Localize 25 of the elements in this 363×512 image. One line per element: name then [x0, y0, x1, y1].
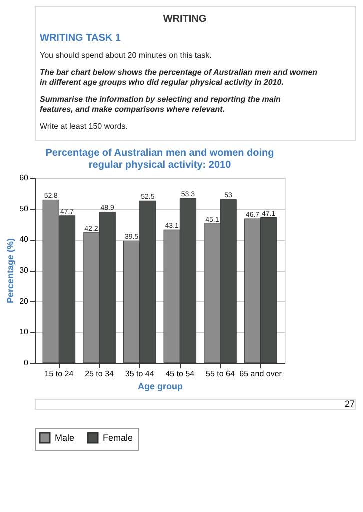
- y-tick-label: 40: [20, 235, 30, 244]
- y-tick-label: 50: [20, 204, 30, 214]
- text: 27: [344, 399, 355, 409]
- x-tick-label: 25 to 34: [85, 370, 115, 378]
- text: The bar chart below shows the percentage of Australian men and women in different age groups who did regular physical activity in 2010.: [40, 68, 318, 87]
- y-tick-label: 20: [20, 296, 30, 306]
- text: WRITING: [163, 14, 207, 25]
- chart-title: Percentage of Australian men and women doing regular physical activity: 2010: [46, 148, 274, 171]
- legend-label: Female: [103, 433, 134, 443]
- x-axis-title: Age group: [138, 382, 184, 392]
- x-tick-label: 55 to 64: [206, 370, 236, 378]
- x-tick-label: 45 to 54: [166, 370, 196, 378]
- text: Summarise the information by selecting and reporting the main features, and make comparisons where relevant.: [40, 95, 282, 114]
- y-tick-label: 30: [20, 266, 30, 275]
- x-tick-label: 35 to 44: [125, 370, 155, 378]
- y-tick-label: 0: [24, 358, 30, 368]
- y-axis-title: Percentage (%): [6, 238, 16, 304]
- text: Write at least 150 words.: [40, 122, 128, 131]
- x-tick-label: 65 and over: [240, 370, 282, 378]
- text: You should spend about 20 minutes on this task.: [40, 51, 212, 60]
- legend-label: Male: [55, 433, 75, 443]
- text: WRITING TASK 1: [40, 33, 122, 44]
- x-tick-label: 15 to 24: [44, 370, 74, 378]
- y-tick-label: 60: [20, 174, 30, 182]
- y-tick-label: 10: [20, 328, 30, 337]
